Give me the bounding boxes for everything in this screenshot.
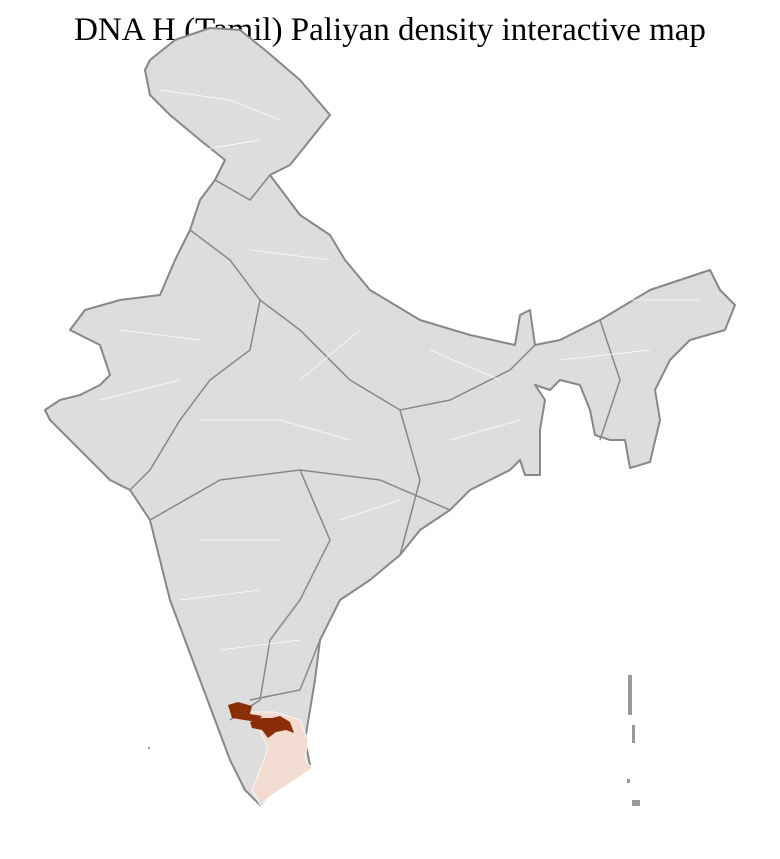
district-borders bbox=[99, 89, 700, 651]
high-density-district-nilgiris[interactable] bbox=[228, 702, 262, 722]
high-density-district-salem[interactable] bbox=[250, 716, 294, 738]
low-density-districts[interactable] bbox=[249, 711, 313, 806]
islands bbox=[148, 675, 640, 806]
india-outline bbox=[44, 27, 736, 806]
state-borders bbox=[129, 174, 621, 721]
